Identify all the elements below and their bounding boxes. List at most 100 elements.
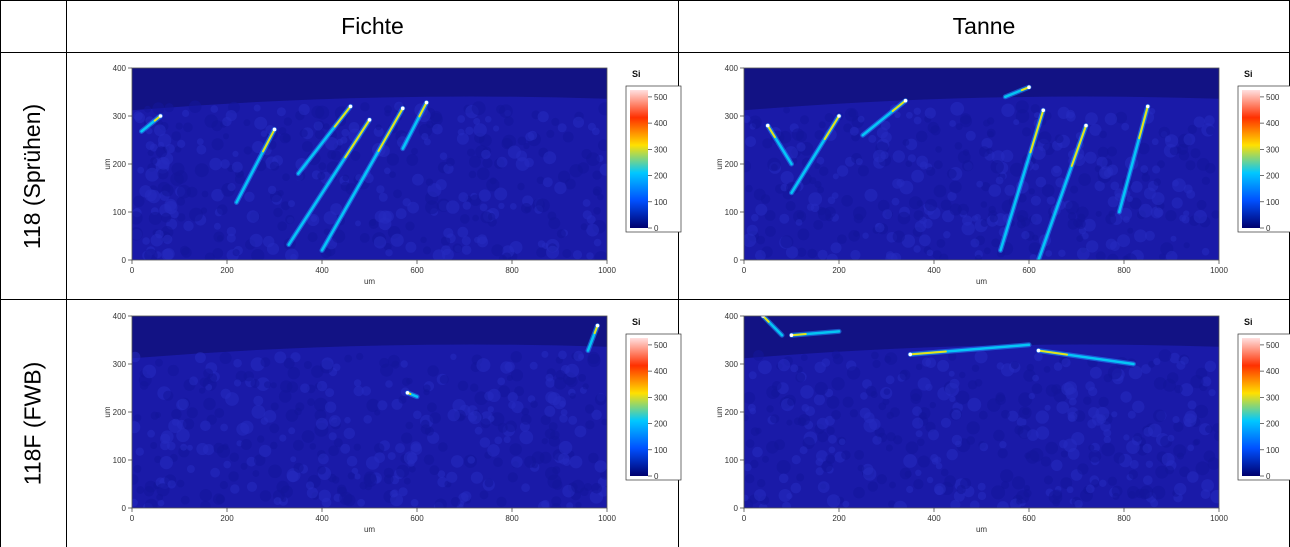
table-border-top — [0, 0, 1290, 1]
x-tick-label: 600 — [1022, 514, 1036, 523]
row-header-label-spruehen: 118 (Sprühen) — [19, 103, 46, 249]
si-map-chart: 0 200 400 600 800 1000 um 0 100 200 300 400 um Si 0 100… — [103, 312, 682, 534]
y-tick-label: 300 — [725, 112, 739, 121]
y-tick-label: 400 — [725, 64, 739, 73]
x-axis-label: um — [364, 277, 375, 286]
colorbar-tick-label: 0 — [654, 472, 659, 481]
colorbar-tick-label: 0 — [1266, 472, 1271, 481]
y-tick-label: 200 — [113, 160, 127, 169]
colorbar — [630, 90, 648, 228]
x-tick-label: 600 — [410, 514, 424, 523]
colorbar-tick-label: 200 — [1266, 420, 1280, 429]
y-tick-label: 100 — [725, 456, 739, 465]
x-tick-label: 0 — [130, 514, 135, 523]
colorbar-tick-label: 400 — [1266, 367, 1280, 376]
colorbar-tick-label: 300 — [1266, 145, 1280, 154]
y-tick-label: 200 — [113, 408, 127, 417]
table-divider-rows — [0, 299, 1290, 300]
colorbar-title: Si — [632, 69, 641, 79]
x-axis-label: um — [976, 525, 987, 534]
x-tick-label: 400 — [315, 266, 329, 275]
si-map-chart: 0 200 400 600 800 1000 um 0 100 200 300 400 um Si 0 100… — [715, 312, 1290, 534]
colorbar — [630, 338, 648, 476]
y-tick-label: 0 — [122, 504, 127, 513]
y-tick-label: 400 — [725, 312, 739, 321]
y-axis-label: um — [103, 406, 112, 417]
x-tick-label: 600 — [410, 266, 424, 275]
x-tick-label: 1000 — [598, 514, 616, 523]
x-tick-label: 400 — [315, 514, 329, 523]
colorbar-tick-label: 400 — [1266, 119, 1280, 128]
y-axis-label: um — [715, 406, 724, 417]
row-header-2: 118F (FWB) — [0, 300, 66, 547]
colorbar-tick-label: 300 — [654, 145, 668, 154]
map-texture — [132, 316, 607, 508]
x-tick-label: 600 — [1022, 266, 1036, 275]
colorbar-tick-label: 0 — [654, 224, 659, 233]
x-axis-label: um — [976, 277, 987, 286]
colorbar-tick-label: 300 — [654, 393, 668, 402]
y-tick-label: 400 — [113, 64, 127, 73]
x-tick-label: 800 — [1117, 266, 1131, 275]
x-tick-label: 800 — [505, 514, 519, 523]
y-axis-label: um — [103, 158, 112, 169]
map-texture — [744, 316, 1219, 508]
y-tick-label: 200 — [725, 408, 739, 417]
column-header-tanne: Tanne — [952, 12, 1016, 39]
x-tick-label: 1000 — [1210, 514, 1228, 523]
y-tick-label: 100 — [113, 208, 127, 217]
si-map-chart: 0 200 400 600 800 1000 um 0 100 200 300 400 um Si 0 100… — [715, 64, 1290, 286]
table-divider-rowhead — [66, 0, 67, 547]
x-tick-label: 200 — [220, 266, 234, 275]
colorbar-tick-label: 400 — [654, 367, 668, 376]
colorbar-title: Si — [632, 317, 641, 327]
y-axis-label: um — [715, 158, 724, 169]
colorbar — [1242, 338, 1260, 476]
colorbar-tick-label: 500 — [1266, 341, 1280, 350]
si-map-118-tanne: 0 200 400 600 800 1000 um 0 100 200 300 400 um Si 0 100… — [704, 58, 1290, 298]
x-tick-label: 0 — [742, 514, 747, 523]
map-texture — [132, 68, 607, 260]
y-tick-label: 300 — [113, 112, 127, 121]
row-header-label-fwb: 118F (FWB) — [19, 361, 46, 486]
colorbar-tick-label: 100 — [1266, 446, 1280, 455]
x-tick-label: 1000 — [1210, 266, 1228, 275]
x-tick-label: 0 — [742, 266, 747, 275]
y-tick-label: 0 — [734, 504, 739, 513]
table-border-left — [0, 0, 1, 547]
table-divider-columns — [678, 0, 679, 547]
table-divider-header — [0, 52, 1290, 53]
colorbar-tick-label: 100 — [654, 446, 668, 455]
x-tick-label: 400 — [927, 266, 941, 275]
x-tick-label: 200 — [832, 266, 846, 275]
colorbar-tick-label: 100 — [654, 198, 668, 207]
colorbar-tick-label: 500 — [654, 341, 668, 350]
row-header-1: 118 (Sprühen) — [0, 53, 66, 299]
colorbar-title: Si — [1244, 317, 1253, 327]
colorbar — [1242, 90, 1260, 228]
colorbar-tick-label: 400 — [654, 119, 668, 128]
colorbar-tick-label: 200 — [654, 420, 668, 429]
x-tick-label: 200 — [220, 514, 234, 523]
si-map-chart: 0 200 400 600 800 1000 um 0 100 200 300 400 um Si 0 100… — [103, 64, 682, 286]
colorbar-tick-label: 200 — [654, 172, 668, 181]
y-tick-label: 300 — [725, 360, 739, 369]
y-tick-label: 300 — [113, 360, 127, 369]
y-tick-label: 100 — [725, 208, 739, 217]
x-tick-label: 800 — [1117, 514, 1131, 523]
map-texture — [744, 68, 1219, 260]
y-tick-label: 0 — [122, 256, 127, 265]
colorbar-tick-label: 100 — [1266, 198, 1280, 207]
x-tick-label: 0 — [130, 266, 135, 275]
colorbar-title: Si — [1244, 69, 1253, 79]
y-tick-label: 0 — [734, 256, 739, 265]
colorbar-tick-label: 500 — [654, 93, 668, 102]
si-map-118f-fichte: 0 200 400 600 800 1000 um 0 100 200 300 400 um Si 0 100… — [92, 306, 682, 546]
x-tick-label: 1000 — [598, 266, 616, 275]
colorbar-tick-label: 300 — [1266, 393, 1280, 402]
x-tick-label: 800 — [505, 266, 519, 275]
x-axis-label: um — [364, 525, 375, 534]
x-tick-label: 200 — [832, 514, 846, 523]
si-map-118-fichte: 0 200 400 600 800 1000 um 0 100 200 300 400 um Si 0 100… — [92, 58, 682, 298]
